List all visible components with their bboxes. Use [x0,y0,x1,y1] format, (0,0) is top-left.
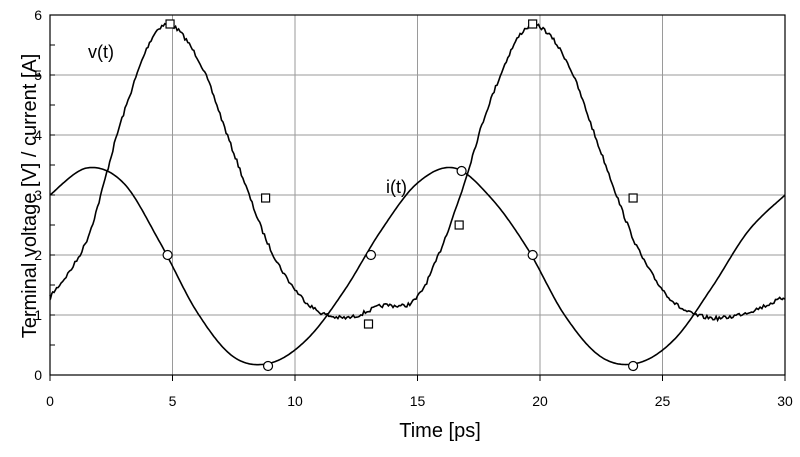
data-point-v [454,220,464,230]
y-axis-label: Terminal voltage [V] / current [A] [19,54,41,339]
series-label-i: i(t) [386,177,407,197]
data-point-v [528,19,538,29]
series-label-v: v(t) [88,42,114,62]
x-axis-label: Time [ps] [399,420,481,442]
x-tick-label: 0 [46,393,54,409]
data-point-i [456,165,467,177]
data-point-i [527,249,538,261]
x-tick-label: 30 [777,393,793,409]
data-point-v [165,19,175,29]
y-tick-label: 2 [34,247,42,263]
y-tick-label: 6 [34,7,42,23]
x-tick-label: 25 [655,393,671,409]
x-tick-label: 20 [532,393,548,409]
y-tick-label: 3 [34,187,42,203]
x-tick-label: 10 [287,393,303,409]
series-line-i [49,166,786,366]
y-tick-label: 5 [34,67,42,83]
data-point-i [365,249,377,261]
data-point-i [262,360,274,372]
data-point-i [627,360,639,372]
data-point-i [162,249,173,261]
grid [49,14,786,376]
y-tick-label: 4 [34,127,42,143]
series-layer [49,19,786,372]
data-point-v [261,193,271,203]
x-tick-label: 15 [410,393,426,409]
y-tick-label: 1 [34,307,42,323]
x-tick-label: 5 [169,393,177,409]
x-ticks: 0 5 10 15 20 25 30 [46,375,793,409]
y-tick-label: 0 [34,367,42,383]
data-point-v [628,193,638,203]
y-ticks: 0 1 2 3 4 5 6 [34,7,55,383]
data-point-v [363,319,374,329]
